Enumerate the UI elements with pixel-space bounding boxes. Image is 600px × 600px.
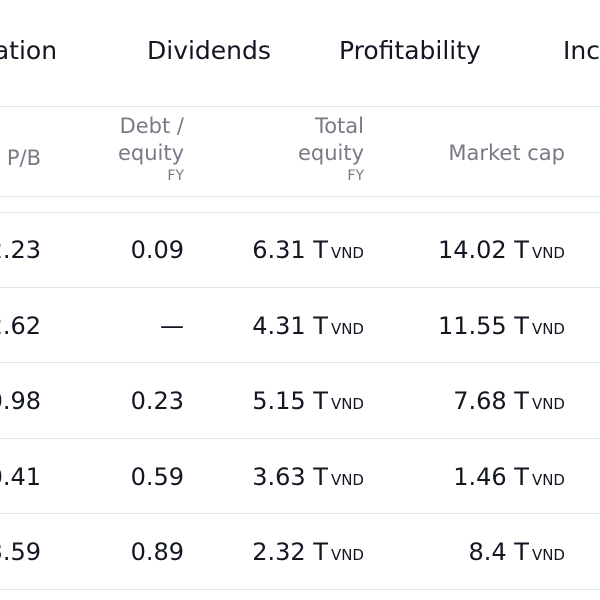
column-header-total-equity-line2: equity [297,141,364,165]
cell-pb: 2.62 [0,311,41,340]
tab-dividends[interactable]: Dividends [147,36,271,65]
currency-unit: VND [531,546,565,564]
cell-debt-equity: 0.23 [130,387,184,415]
column-header-market-cap[interactable]: Market cap [448,140,565,167]
cell-total-equity-value: 4.31 T [252,311,328,340]
cell-total-equity: 4.31 T VND [252,312,364,343]
column-header-pb-label: P/B [6,146,41,170]
cell-market-cap: 7.68 T VND [453,387,565,418]
header-divider-2 [0,212,600,213]
cell-total-equity: 3.63 T VND [252,463,364,494]
currency-unit: VND [531,395,565,413]
currency-unit: VND [330,470,364,489]
column-header-market-cap-label: Market cap [448,141,565,165]
cell-market-cap: 14.02 T VND [438,236,565,267]
currency-unit: VND [531,319,565,338]
currency-unit: VND [330,319,364,338]
column-header-total-equity-unit: FY [347,168,364,184]
cell-market-cap: 1.46 T VND [453,463,565,494]
column-header-debt-equity-unit: FY [167,168,184,184]
cell-total-equity-value: 2.32 T [252,538,328,566]
tab-income[interactable]: Inc [563,36,600,65]
currency-unit: VND [330,546,364,564]
cell-market-cap-value: 1.46 T [453,462,529,491]
column-header-total-equity[interactable]: Total equity FY [298,113,364,185]
cell-market-cap-value: 11.55 T [437,311,529,340]
tabs-divider [0,106,600,107]
cell-total-equity: 6.31 T VND [252,236,364,267]
cell-debt-equity: 0.59 [130,462,184,491]
cell-debt-equity: — [160,311,184,340]
cell-debt-equity: 0.89 [130,538,184,566]
column-header-total-equity-line1: Total [314,114,364,138]
cell-market-cap: 11.55 T VND [438,312,565,343]
currency-unit: VND [531,470,565,489]
cell-pb: 0.98 [0,387,41,415]
cell-market-cap-value: 8.4 T [468,538,529,566]
column-header-pb[interactable]: P/B [7,145,41,172]
cell-pb: 0.41 [0,462,41,491]
table-header: P/B Debt / equity FY Total equity FY Mar… [0,107,600,197]
cell-market-cap-value: 14.02 T [437,236,529,264]
cell-total-equity-value: 5.15 T [252,387,328,415]
cell-total-equity-value: 3.63 T [252,462,328,491]
currency-unit: VND [330,244,364,262]
cell-total-equity: 2.32 T VND [252,538,364,569]
cell-market-cap-value: 7.68 T [453,387,529,415]
header-divider [0,196,600,197]
tab-profitability[interactable]: Profitability [339,36,481,65]
column-header-debt-equity[interactable]: Debt / equity FY [118,113,184,185]
currency-unit: VND [531,244,565,262]
cell-debt-equity: 0.09 [130,236,184,264]
cell-total-equity-value: 6.31 T [252,236,328,264]
cell-pb: 3.59 [0,538,41,566]
column-header-debt-equity-line1: Debt / [119,114,184,138]
cell-total-equity: 5.15 T VND [252,387,364,418]
column-header-debt-equity-line2: equity [117,141,184,165]
currency-unit: VND [330,395,364,413]
tab-valuation[interactable]: uation [0,36,58,65]
tab-bar: uation Dividends Profitability Inc [0,0,600,106]
cell-pb: 2.23 [0,236,41,264]
cell-market-cap: 8.4 T VND [468,538,565,569]
